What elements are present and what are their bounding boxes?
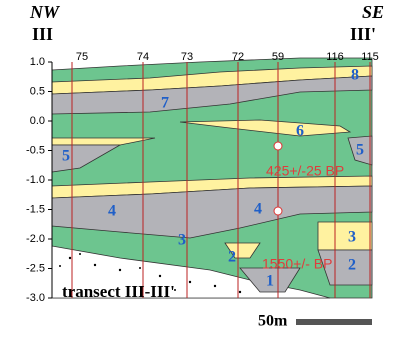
unit-label: 7 xyxy=(161,95,169,112)
tick-label: 0.5 xyxy=(30,85,45,97)
unit-label: 4 xyxy=(108,203,116,220)
core-label: 75 xyxy=(76,51,88,63)
sample xyxy=(274,142,282,150)
tick-label: 1.0 xyxy=(30,56,45,68)
scale-bar xyxy=(296,319,372,325)
scale-label: 50m xyxy=(258,313,288,330)
unit-label: 5 xyxy=(62,148,70,165)
sample xyxy=(274,207,282,215)
core-label: 73 xyxy=(181,51,193,63)
tick-label: -1.0 xyxy=(26,174,45,186)
tick-label: -3.0 xyxy=(26,292,45,304)
core-label: 115 xyxy=(361,51,379,63)
tick-label: -2.0 xyxy=(26,233,45,245)
unit-label: 2 xyxy=(348,257,356,274)
tick-label: -2.5 xyxy=(26,262,45,274)
unit-label: 1 xyxy=(266,273,274,290)
unit-label: 8 xyxy=(351,67,359,84)
direction: NW xyxy=(29,2,61,22)
caption: transect III-III' xyxy=(62,282,175,301)
core-label: 72 xyxy=(232,51,244,63)
unit-label: 5 xyxy=(356,142,364,159)
core-label: 74 xyxy=(137,51,149,63)
date: 1550+/- BP xyxy=(262,256,332,272)
page: 7574737259116115 1.00.50.0-0.5-1.0-1.5-2… xyxy=(0,0,401,345)
unit-label: 2 xyxy=(228,249,236,266)
unit-label: 3 xyxy=(178,232,186,249)
date: 425+/-25 BP xyxy=(266,163,344,179)
unit-label: 3 xyxy=(348,229,356,246)
core-label: 59 xyxy=(272,51,284,63)
tick-label: -1.5 xyxy=(26,203,45,215)
unit-label: 4 xyxy=(254,201,262,218)
diagram: 7574737259116115 1.00.50.0-0.5-1.0-1.5-2… xyxy=(0,0,401,345)
direction: SE xyxy=(362,2,384,22)
label: III xyxy=(32,24,53,44)
label: III' xyxy=(350,24,376,44)
tick-label: 0.0 xyxy=(30,115,45,127)
tick-label: -0.5 xyxy=(26,144,45,156)
unit-label: 6 xyxy=(296,123,304,140)
core-label: 116 xyxy=(326,51,344,63)
axis: 1.0 0.5 0.0 -0.5 -1.0 -1.5 -2.0 -2.5 -3.0 xyxy=(26,56,52,304)
